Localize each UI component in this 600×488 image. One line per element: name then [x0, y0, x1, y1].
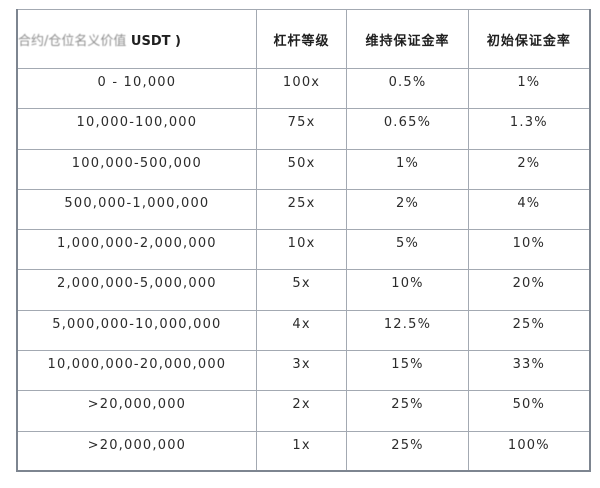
- cell-maintenance-margin: 2%: [346, 188, 469, 231]
- header-position-value-faded: 合约/仓位名义价值: [18, 33, 127, 49]
- cell-leverage: 1x: [255, 430, 348, 472]
- cell-maintenance-margin: 25%: [346, 390, 469, 432]
- table-header-row: 合约/仓位名义价值 USDT ) 杠杆等级 维持保证金率 初始保证金率: [16, 9, 591, 69]
- leverage-tier-table: 合约/仓位名义价值 USDT ) 杠杆等级 维持保证金率 初始保证金率 0 - …: [16, 9, 591, 473]
- header-position-value-suffix: USDT ): [126, 33, 181, 49]
- cell-leverage: 3x: [255, 350, 348, 392]
- cell-initial-margin: 20%: [467, 269, 591, 311]
- cell-initial-margin: 50%: [467, 390, 591, 432]
- cell-initial-margin: 2%: [467, 148, 591, 190]
- cell-maintenance-margin: 5%: [346, 229, 469, 271]
- cell-initial-margin: 4%: [467, 188, 591, 231]
- table-row: 100,000-500,000 50x 1% 2%: [16, 148, 591, 190]
- cell-initial-margin: 10%: [467, 229, 591, 271]
- cell-position-value: 0 - 10,000: [16, 67, 257, 110]
- cell-leverage: 50x: [255, 148, 348, 190]
- table-row: 1,000,000-2,000,000 10x 5% 10%: [16, 229, 591, 271]
- cell-position-value: 5,000,000-10,000,000: [16, 309, 257, 352]
- cell-maintenance-margin: 0.5%: [346, 67, 469, 110]
- cell-maintenance-margin: 1%: [346, 148, 469, 190]
- cell-position-value: 100,000-500,000: [16, 148, 257, 190]
- table-row: 500,000-1,000,000 25x 2% 4%: [16, 188, 591, 231]
- cell-position-value: 10,000,000-20,000,000: [16, 350, 257, 392]
- cell-initial-margin: 100%: [467, 430, 591, 472]
- table-row: 2,000,000-5,000,000 5x 10% 20%: [16, 269, 591, 311]
- table-row: 10,000,000-20,000,000 3x 15% 33%: [16, 350, 591, 392]
- table-row: >20,000,000 2x 25% 50%: [16, 390, 591, 432]
- tier-table-container: 合约/仓位名义价值 USDT ) 杠杆等级 维持保证金率 初始保证金率 0 - …: [16, 9, 591, 473]
- cell-maintenance-margin: 10%: [346, 269, 469, 311]
- header-position-value: 合约/仓位名义价值 USDT ): [16, 9, 257, 69]
- cell-leverage: 2x: [255, 390, 348, 432]
- table-row: 5,000,000-10,000,000 4x 12.5% 25%: [16, 309, 591, 352]
- header-initial-margin: 初始保证金率: [467, 9, 591, 69]
- cell-maintenance-margin: 25%: [346, 430, 469, 472]
- table-row: >20,000,000 1x 25% 100%: [16, 430, 591, 472]
- cell-position-value: 10,000-100,000: [16, 108, 257, 150]
- cell-leverage: 75x: [255, 108, 348, 150]
- cell-initial-margin: 1%: [467, 67, 591, 110]
- cell-initial-margin: 1.3%: [467, 108, 591, 150]
- cell-position-value: 2,000,000-5,000,000: [16, 269, 257, 311]
- table-row: 10,000-100,000 75x 0.65% 1.3%: [16, 108, 591, 150]
- cell-position-value: >20,000,000: [16, 430, 257, 472]
- cell-maintenance-margin: 15%: [346, 350, 469, 392]
- cell-maintenance-margin: 0.65%: [346, 108, 469, 150]
- cell-position-value: >20,000,000: [16, 390, 257, 432]
- table-row: 0 - 10,000 100x 0.5% 1%: [16, 67, 591, 110]
- cell-leverage: 25x: [255, 188, 348, 231]
- cell-maintenance-margin: 12.5%: [346, 309, 469, 352]
- cell-position-value: 500,000-1,000,000: [16, 188, 257, 231]
- cell-leverage: 5x: [255, 269, 348, 311]
- header-maintenance-margin: 维持保证金率: [346, 9, 469, 69]
- header-leverage: 杠杆等级: [255, 9, 348, 69]
- cell-position-value: 1,000,000-2,000,000: [16, 229, 257, 271]
- cell-initial-margin: 33%: [467, 350, 591, 392]
- cell-leverage: 100x: [255, 67, 348, 110]
- cell-initial-margin: 25%: [467, 309, 591, 352]
- cell-leverage: 10x: [255, 229, 348, 271]
- cell-leverage: 4x: [255, 309, 348, 352]
